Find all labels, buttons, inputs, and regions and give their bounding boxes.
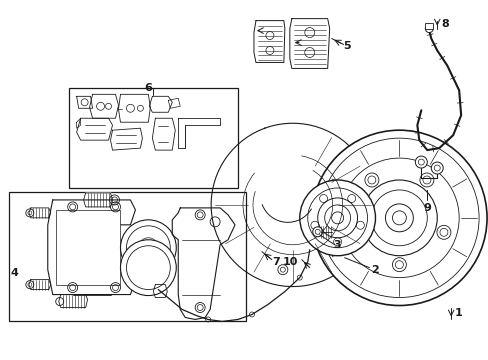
Circle shape	[419, 173, 433, 187]
Text: 6: 6	[144, 84, 152, 93]
Polygon shape	[77, 118, 112, 140]
Polygon shape	[172, 208, 235, 319]
Polygon shape	[48, 200, 135, 294]
Polygon shape	[29, 280, 51, 289]
Polygon shape	[178, 118, 220, 148]
Circle shape	[361, 180, 436, 256]
Polygon shape	[289, 19, 329, 68]
Bar	[56, 210, 120, 285]
Circle shape	[436, 225, 450, 239]
Polygon shape	[168, 98, 180, 108]
Polygon shape	[149, 96, 172, 112]
Polygon shape	[29, 208, 51, 218]
Polygon shape	[77, 118, 81, 128]
Circle shape	[312, 227, 322, 237]
Text: 9: 9	[423, 203, 430, 213]
Text: 7: 7	[271, 257, 279, 267]
Text: 5: 5	[343, 41, 350, 50]
Circle shape	[120, 240, 176, 296]
Polygon shape	[77, 96, 92, 108]
Circle shape	[414, 156, 427, 168]
Polygon shape	[83, 193, 112, 207]
Polygon shape	[153, 285, 167, 298]
Text: 1: 1	[454, 307, 462, 318]
Circle shape	[347, 225, 361, 239]
Text: 10: 10	[282, 257, 297, 267]
Polygon shape	[59, 294, 87, 307]
Bar	[68, 88, 238, 188]
Circle shape	[425, 24, 432, 32]
Polygon shape	[110, 128, 142, 150]
Polygon shape	[152, 118, 175, 150]
Bar	[9, 192, 245, 321]
Polygon shape	[118, 94, 150, 122]
Circle shape	[430, 162, 442, 174]
Circle shape	[120, 220, 176, 276]
Polygon shape	[253, 21, 285, 62]
Circle shape	[299, 180, 375, 256]
Circle shape	[364, 173, 378, 187]
Circle shape	[392, 258, 406, 272]
Text: 3: 3	[333, 240, 341, 250]
Text: 2: 2	[371, 265, 379, 275]
Text: 8: 8	[440, 19, 448, 29]
Polygon shape	[89, 94, 118, 118]
Bar	[425, 23, 432, 28]
Text: 4: 4	[11, 268, 19, 278]
Circle shape	[311, 130, 486, 306]
Circle shape	[317, 198, 357, 238]
